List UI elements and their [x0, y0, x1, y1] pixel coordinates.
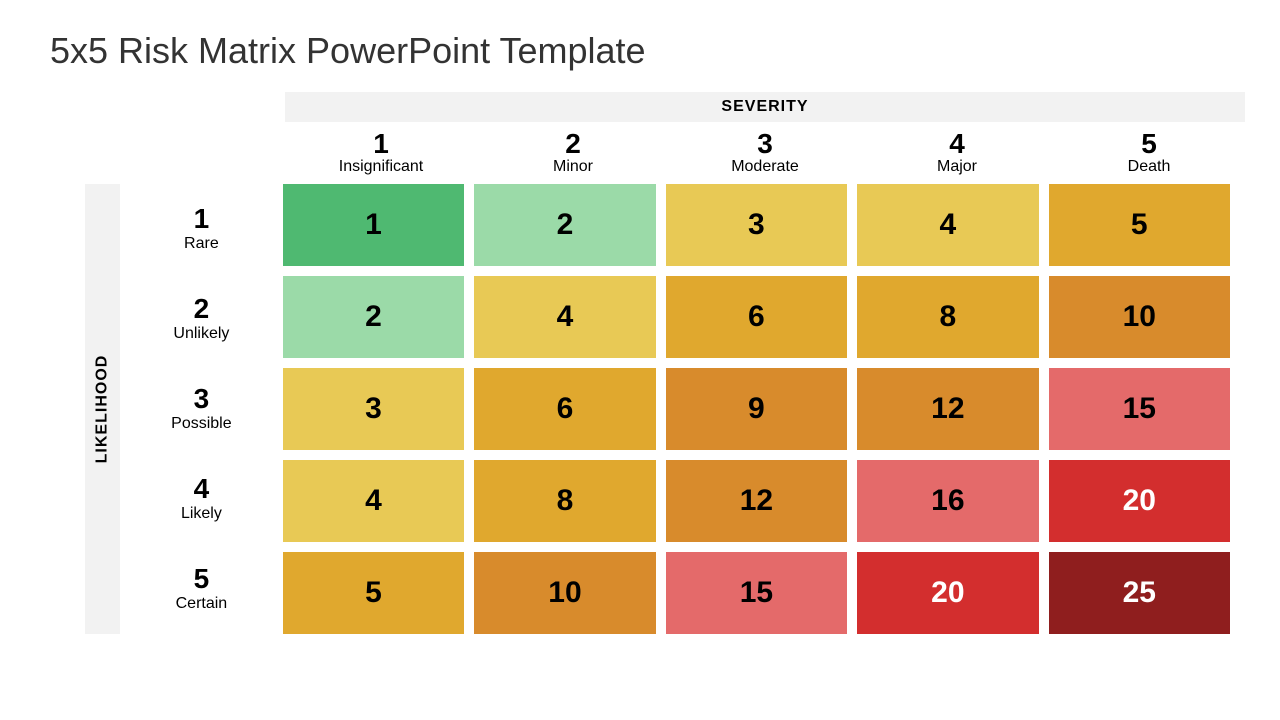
matrix-cell: 6	[474, 368, 655, 450]
likelihood-number: 1	[194, 205, 210, 233]
matrix-cell: 3	[283, 368, 464, 450]
matrix-cell: 9	[666, 368, 847, 450]
matrix-cell: 4	[474, 276, 655, 358]
matrix-cell: 8	[474, 460, 655, 542]
matrix-cell: 5	[1049, 184, 1230, 266]
severity-header: 2 Minor	[477, 128, 669, 176]
severity-number: 3	[669, 128, 861, 160]
likelihood-header: 2 Unlikely	[120, 274, 283, 364]
matrix-cell: 25	[1049, 552, 1230, 634]
matrix-cell: 2	[474, 184, 655, 266]
likelihood-header: 5 Certain	[120, 544, 283, 634]
matrix-cell: 12	[857, 368, 1038, 450]
likelihood-label: Likely	[181, 505, 222, 523]
severity-number: 1	[285, 128, 477, 160]
matrix-cell: 16	[857, 460, 1038, 542]
matrix-cell: 6	[666, 276, 847, 358]
severity-header: 5 Death	[1053, 128, 1245, 176]
page-title: 5x5 Risk Matrix PowerPoint Template	[50, 30, 1230, 72]
matrix-cell: 10	[1049, 276, 1230, 358]
likelihood-number: 4	[194, 475, 210, 503]
likelihood-axis-label-strip: LIKELIHOOD	[85, 184, 120, 634]
likelihood-label: Rare	[184, 235, 219, 253]
likelihood-header: 4 Likely	[120, 454, 283, 544]
matrix-row: 510152025	[283, 552, 1230, 634]
likelihood-number: 5	[194, 565, 210, 593]
matrix-cell: 5	[283, 552, 464, 634]
matrix-cell: 4	[283, 460, 464, 542]
matrix-row: 12345	[283, 184, 1230, 266]
likelihood-label: Possible	[171, 415, 231, 433]
severity-axis-label: SEVERITY	[285, 92, 1245, 122]
likelihood-header: 1 Rare	[120, 184, 283, 274]
matrix-cell: 20	[1049, 460, 1230, 542]
matrix-cell: 15	[1049, 368, 1230, 450]
severity-label: Moderate	[669, 158, 861, 176]
matrix-row: 48121620	[283, 460, 1230, 542]
likelihood-label: Certain	[176, 595, 228, 613]
matrix-row: 3691215	[283, 368, 1230, 450]
matrix-cell: 12	[666, 460, 847, 542]
likelihood-number: 2	[194, 295, 210, 323]
severity-label: Minor	[477, 158, 669, 176]
risk-matrix: SEVERITY 1 Insignificant 2 Minor 3 Moder…	[85, 92, 1230, 634]
matrix-row: 246810	[283, 276, 1230, 358]
matrix-cell: 3	[666, 184, 847, 266]
severity-header: 4 Major	[861, 128, 1053, 176]
matrix-cell: 15	[666, 552, 847, 634]
severity-header: 1 Insignificant	[285, 128, 477, 176]
matrix-cell: 1	[283, 184, 464, 266]
matrix-cell: 2	[283, 276, 464, 358]
matrix-cell: 8	[857, 276, 1038, 358]
likelihood-label: Unlikely	[173, 325, 229, 343]
severity-label: Death	[1053, 158, 1245, 176]
matrix-cell: 20	[857, 552, 1038, 634]
likelihood-headers: 1 Rare 2 Unlikely 3 Possible 4 Likely 5	[120, 184, 283, 634]
severity-header: 3 Moderate	[669, 128, 861, 176]
severity-number: 2	[477, 128, 669, 160]
severity-number: 4	[861, 128, 1053, 160]
likelihood-axis-label: LIKELIHOOD	[94, 355, 112, 464]
likelihood-number: 3	[194, 385, 210, 413]
severity-label: Insignificant	[285, 158, 477, 176]
matrix-cell: 4	[857, 184, 1038, 266]
likelihood-header: 3 Possible	[120, 364, 283, 454]
severity-label: Major	[861, 158, 1053, 176]
severity-number: 5	[1053, 128, 1245, 160]
severity-headers: 1 Insignificant 2 Minor 3 Moderate 4 Maj…	[285, 128, 1245, 176]
matrix-cell: 10	[474, 552, 655, 634]
matrix-grid: 12345246810369121548121620510152025	[283, 184, 1230, 634]
